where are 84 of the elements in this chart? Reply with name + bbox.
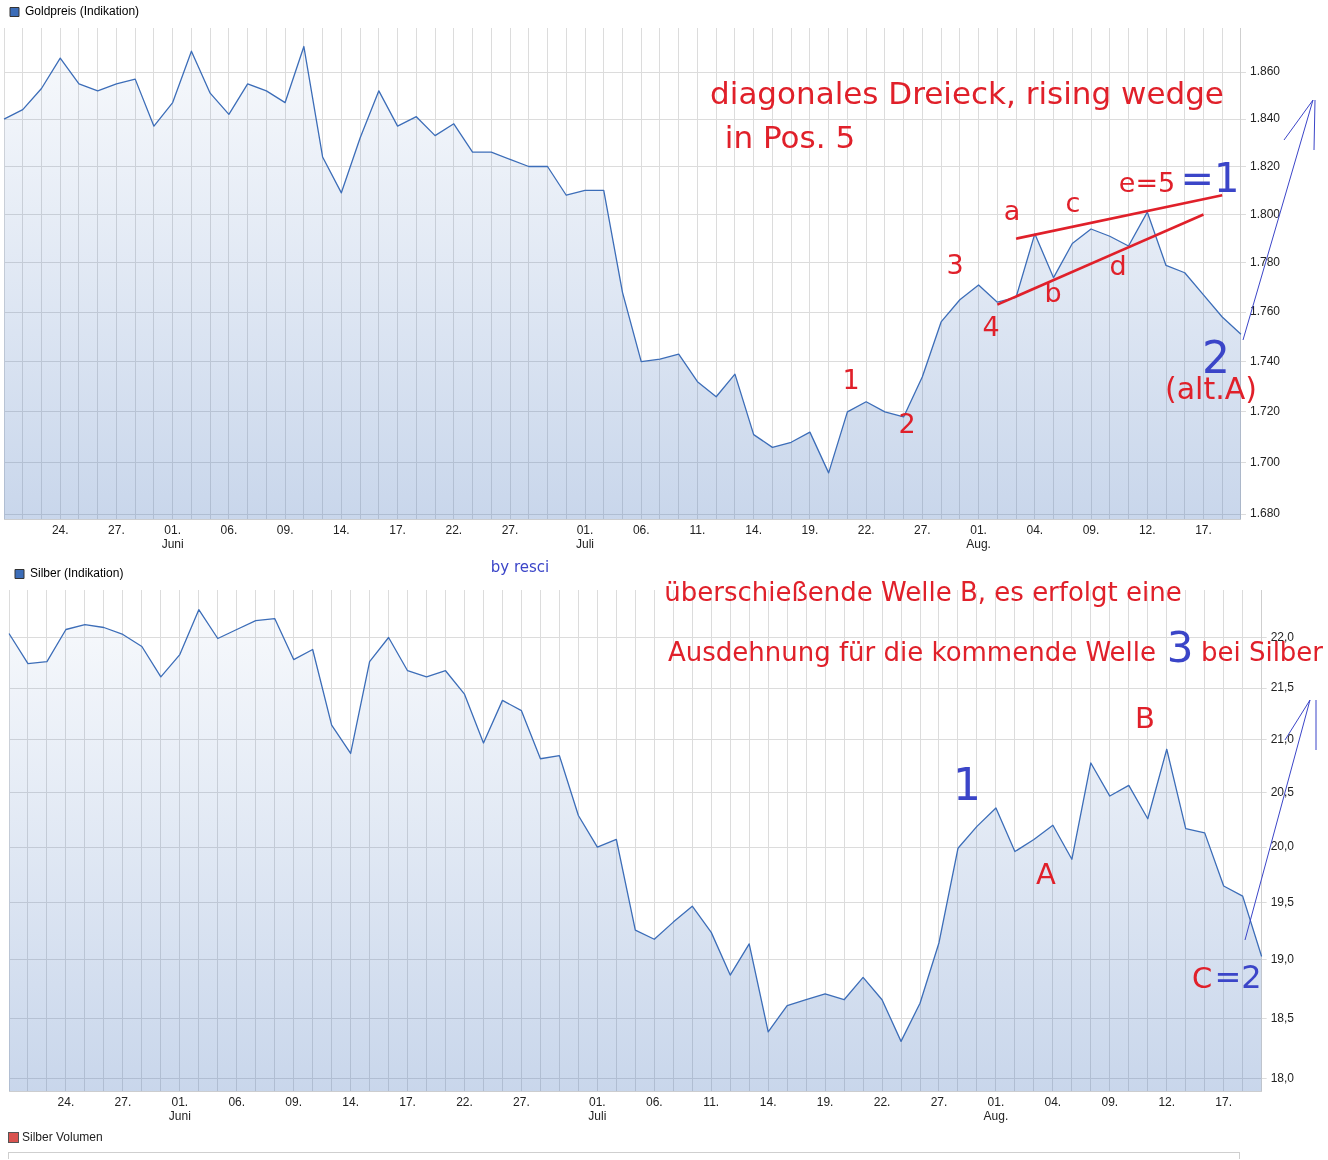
annotation: überschießende Welle B, es erfolgt eine <box>664 577 1182 607</box>
x-tick-label: 14. <box>759 1094 777 1109</box>
y-tick-label: 1.740 <box>1249 353 1281 368</box>
y-tick-label: 18,0 <box>1270 1071 1295 1086</box>
annotation: Ausdehnung für die kommende Welle <box>667 637 1157 667</box>
x-tick-label: 01. Juni <box>168 1094 191 1124</box>
y-tick-label: 1.820 <box>1249 158 1281 173</box>
x-tick-label: 27. <box>501 522 519 537</box>
x-tick-label: 22. <box>873 1094 891 1109</box>
annotation: a <box>1003 194 1021 226</box>
x-tick-label: 06. <box>228 1094 246 1109</box>
y-tick-label: 21,5 <box>1270 680 1295 695</box>
annotation: =2 <box>1214 958 1262 996</box>
annotation: 1 <box>953 759 981 810</box>
x-tick-label: 19. <box>816 1094 834 1109</box>
annotation: b <box>1044 276 1062 308</box>
text: by resci <box>490 557 550 576</box>
x-tick-label: 17. <box>1195 522 1212 537</box>
annotation: =1 <box>1180 155 1240 201</box>
x-tick-label: 17. <box>1215 1094 1233 1109</box>
text: Silber Volumen <box>22 1130 103 1144</box>
x-tick-label: 11. <box>689 522 706 537</box>
x-tick-label: 27. <box>114 1094 132 1109</box>
x-tick-label: 09. <box>285 1094 303 1109</box>
y-tick-label: 1.800 <box>1249 206 1281 221</box>
x-tick-label: 24. <box>51 522 69 537</box>
y-tick-label: 1.680 <box>1249 506 1281 521</box>
annotation: A <box>1036 856 1056 891</box>
x-tick-label: 14. <box>342 1094 359 1109</box>
y-tick-label: 1.760 <box>1249 304 1281 319</box>
x-tick-label: 04. <box>1044 1094 1062 1109</box>
y-tick-label: 1.840 <box>1249 111 1281 126</box>
x-tick-label: 27. <box>930 1094 948 1109</box>
annotation: 4 <box>982 310 1000 342</box>
y-tick-label: 1.780 <box>1249 255 1281 270</box>
x-tick-label: 19. <box>801 522 819 537</box>
x-tick-label: 04. <box>1026 522 1044 537</box>
annotation: B <box>1135 700 1155 735</box>
x-tick-label: 17. <box>399 1094 416 1109</box>
y-tick-label: 20,5 <box>1270 785 1295 800</box>
x-tick-label: 14. <box>745 522 763 537</box>
x-tick-label: 17. <box>389 522 406 537</box>
legend-label: Goldpreis (Indikation) <box>25 4 140 19</box>
y-tick-label: 1.720 <box>1249 404 1281 419</box>
x-tick-label: 22. <box>445 522 463 537</box>
x-tick-label: 01. Juli <box>575 522 595 552</box>
x-tick-label: 06. <box>645 1094 663 1109</box>
x-tick-label: 22. <box>857 522 875 537</box>
x-tick-label: 09. <box>1082 522 1100 537</box>
y-tick-label: 1.860 <box>1249 64 1281 79</box>
annotation: 2 <box>898 407 916 439</box>
y-tick-label: 19,0 <box>1270 952 1295 967</box>
x-tick-label: 01. Juni <box>161 522 184 552</box>
x-tick-label: 11. <box>703 1094 720 1109</box>
x-tick-label: 06. <box>220 522 238 537</box>
annotation: diagonales Dreieck, rising wedge <box>710 74 1224 111</box>
x-tick-label: 27. <box>108 522 125 537</box>
annotation: 3 <box>1166 623 1194 672</box>
x-tick-label: 24. <box>57 1094 75 1109</box>
x-tick-label: 12. <box>1138 522 1156 537</box>
x-tick-label: 27. <box>513 1094 530 1109</box>
x-tick-label: 27. <box>914 522 931 537</box>
x-tick-label: 09. <box>276 522 294 537</box>
x-tick-label: 06. <box>632 522 650 537</box>
x-tick-label: 12. <box>1158 1094 1176 1109</box>
x-tick-label: 01. Aug. <box>983 1094 1009 1124</box>
y-tick-label: 18,5 <box>1270 1010 1295 1025</box>
annotation: e=5 <box>1118 166 1176 198</box>
annotation: c <box>1065 186 1081 218</box>
x-tick-label: 01. Aug. <box>966 522 991 552</box>
annotation: C <box>1191 960 1213 995</box>
y-tick-label: 19,5 <box>1270 895 1295 910</box>
y-tick-label: 21,0 <box>1270 732 1295 747</box>
y-tick-label: 20,0 <box>1270 839 1295 854</box>
annotation: 3 <box>946 248 964 280</box>
x-tick-label: 14. <box>333 522 350 537</box>
y-tick-label: 1.700 <box>1249 454 1281 469</box>
annotation: d <box>1109 249 1127 281</box>
legend-label: Silber (Indikation) <box>30 566 124 581</box>
x-tick-label: 09. <box>1101 1094 1119 1109</box>
annotation: 1 <box>842 363 860 395</box>
annotation: in Pos. 5 <box>724 118 856 155</box>
x-tick-label: 22. <box>456 1094 473 1109</box>
x-tick-label: 01. Juli <box>588 1094 607 1124</box>
